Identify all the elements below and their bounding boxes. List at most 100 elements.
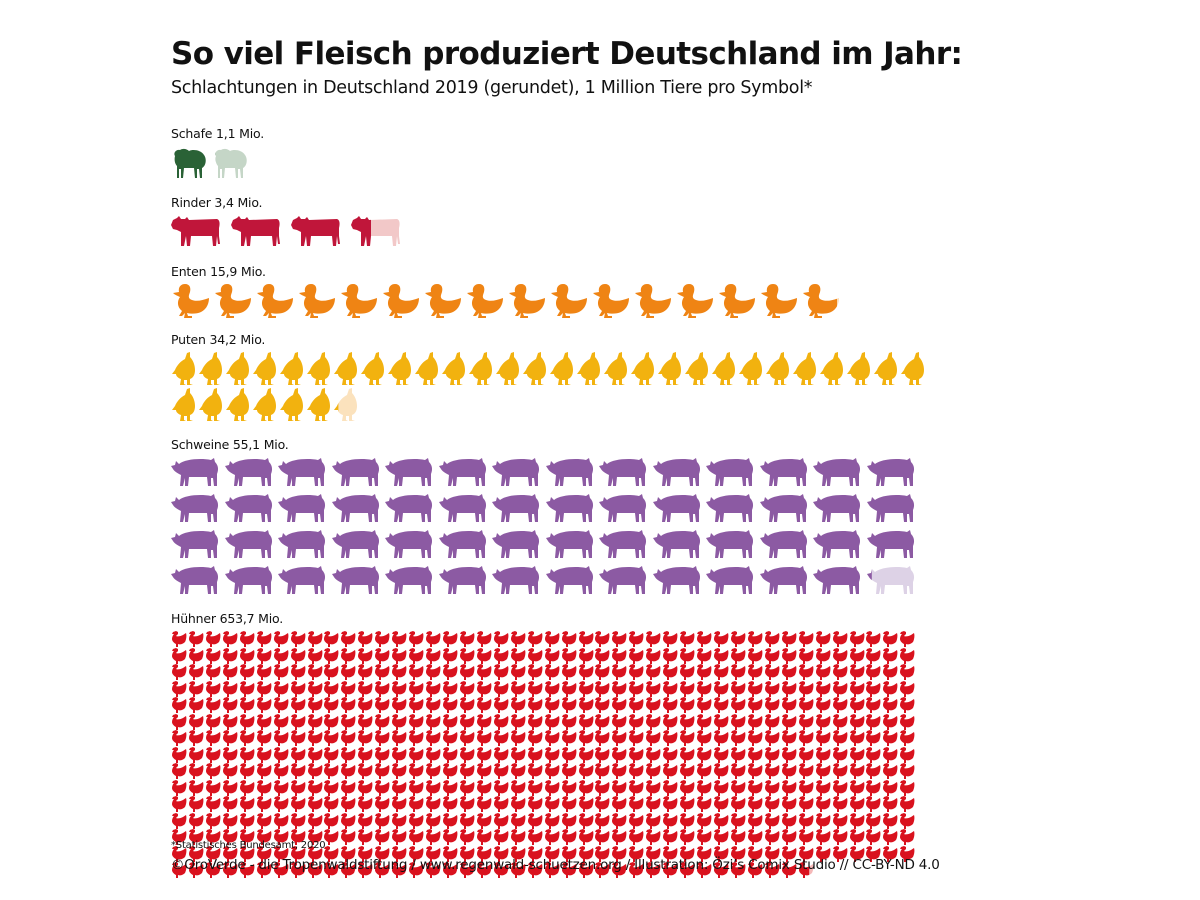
pig-icon (599, 528, 653, 564)
chicken-icon (798, 664, 815, 681)
chicken-icon (645, 845, 662, 863)
chicken-icon (645, 680, 662, 698)
chicken-icon (865, 713, 882, 731)
chicken-icon (527, 713, 544, 731)
chicken-icon (493, 713, 510, 731)
chicken-icon (527, 664, 544, 681)
chicken-icon (256, 664, 273, 681)
chicken-icon (205, 779, 222, 797)
chicken-icon (205, 829, 222, 846)
chicken-icon (594, 631, 611, 648)
chicken-icon (408, 862, 425, 879)
chicken-icon (256, 779, 273, 797)
chicken-icon (628, 713, 645, 731)
chicken-icon (899, 664, 916, 681)
chicken-icon (374, 796, 391, 813)
chicken-icon (476, 779, 493, 797)
chicken-icon (713, 697, 730, 714)
chicken-icon (849, 631, 866, 648)
chicken-icon (594, 680, 611, 698)
chicken-icon (645, 779, 662, 797)
chicken-icon (882, 647, 899, 665)
pig-icon (813, 528, 867, 564)
pig-icon (759, 492, 814, 528)
chicken-icon (815, 697, 832, 714)
label-puten: Puten 34,2 Mio. (171, 332, 266, 347)
chicken-icon (205, 730, 222, 747)
chicken-icon (391, 763, 408, 780)
chicken-icon (290, 713, 307, 731)
chicken-icon (425, 631, 442, 648)
chicken-icon (832, 746, 849, 764)
pig-icon (171, 564, 225, 600)
icon-row-puten (171, 351, 931, 423)
chicken-icon (849, 779, 866, 797)
chicken-icon (374, 697, 391, 714)
chicken-icon (815, 631, 832, 648)
chicken-icon (832, 631, 849, 648)
pig-icon (599, 492, 653, 528)
chicken-icon (510, 746, 527, 764)
chicken-icon (171, 845, 188, 863)
chicken-icon (561, 779, 578, 797)
chicken-icon (239, 647, 256, 665)
chicken-icon (510, 796, 527, 813)
chicken-icon (239, 664, 256, 681)
duck-icon (297, 283, 339, 319)
pig-icon (866, 492, 921, 528)
chicken-icon (290, 796, 307, 813)
chicken-icon (578, 697, 595, 714)
chicken-icon (662, 746, 679, 764)
turkey-icon (792, 351, 819, 387)
chicken-icon (611, 746, 628, 764)
chicken-icon (713, 812, 730, 830)
chicken-icon (713, 862, 730, 879)
chicken-icon (171, 746, 188, 764)
chicken-icon (205, 664, 222, 681)
chicken-icon (527, 779, 544, 797)
chicken-icon (307, 631, 324, 648)
chicken-icon (815, 845, 832, 863)
chicken-icon (476, 664, 493, 681)
chicken-icon (442, 763, 459, 780)
chicken-icon (323, 763, 340, 780)
duck-icon (423, 283, 465, 319)
chicken-icon (696, 730, 713, 747)
chicken-icon (408, 730, 425, 747)
chicken-icon (408, 829, 425, 846)
chicken-icon (679, 631, 696, 648)
chicken-icon (256, 680, 273, 698)
pig-icon (171, 528, 225, 564)
chicken-icon (882, 796, 899, 813)
chicken-icon (357, 697, 374, 714)
chicken-icon (781, 862, 798, 879)
chicken-icon (340, 713, 357, 731)
chicken-icon (679, 730, 696, 747)
chicken-icon (865, 697, 882, 714)
chicken-icon (628, 812, 645, 830)
chicken-icon (391, 779, 408, 797)
pig-icon (652, 564, 707, 600)
chicken-icon (188, 746, 205, 764)
pig-icon (278, 528, 332, 564)
chicken-icon (882, 829, 899, 846)
chicken-icon (273, 664, 290, 681)
pig-icon (759, 456, 814, 492)
chicken-icon (171, 664, 188, 681)
credit-line: ©OroVerde - die Tropenwaldstiftung / www… (171, 857, 940, 873)
chicken-icon (594, 862, 611, 879)
chicken-icon (510, 713, 527, 731)
chicken-icon (764, 697, 781, 714)
chicken-icon (899, 647, 916, 665)
chicken-icon (594, 746, 611, 764)
chicken-icon (425, 664, 442, 681)
chicken-icon (679, 647, 696, 665)
pig-icon (759, 528, 814, 564)
chicken-icon (798, 829, 815, 846)
chicken-icon (832, 845, 849, 863)
chicken-icon (781, 812, 798, 830)
chicken-icon (611, 664, 628, 681)
chicken-icon (290, 829, 307, 846)
chicken-icon (307, 664, 324, 681)
chicken-icon (747, 713, 764, 731)
